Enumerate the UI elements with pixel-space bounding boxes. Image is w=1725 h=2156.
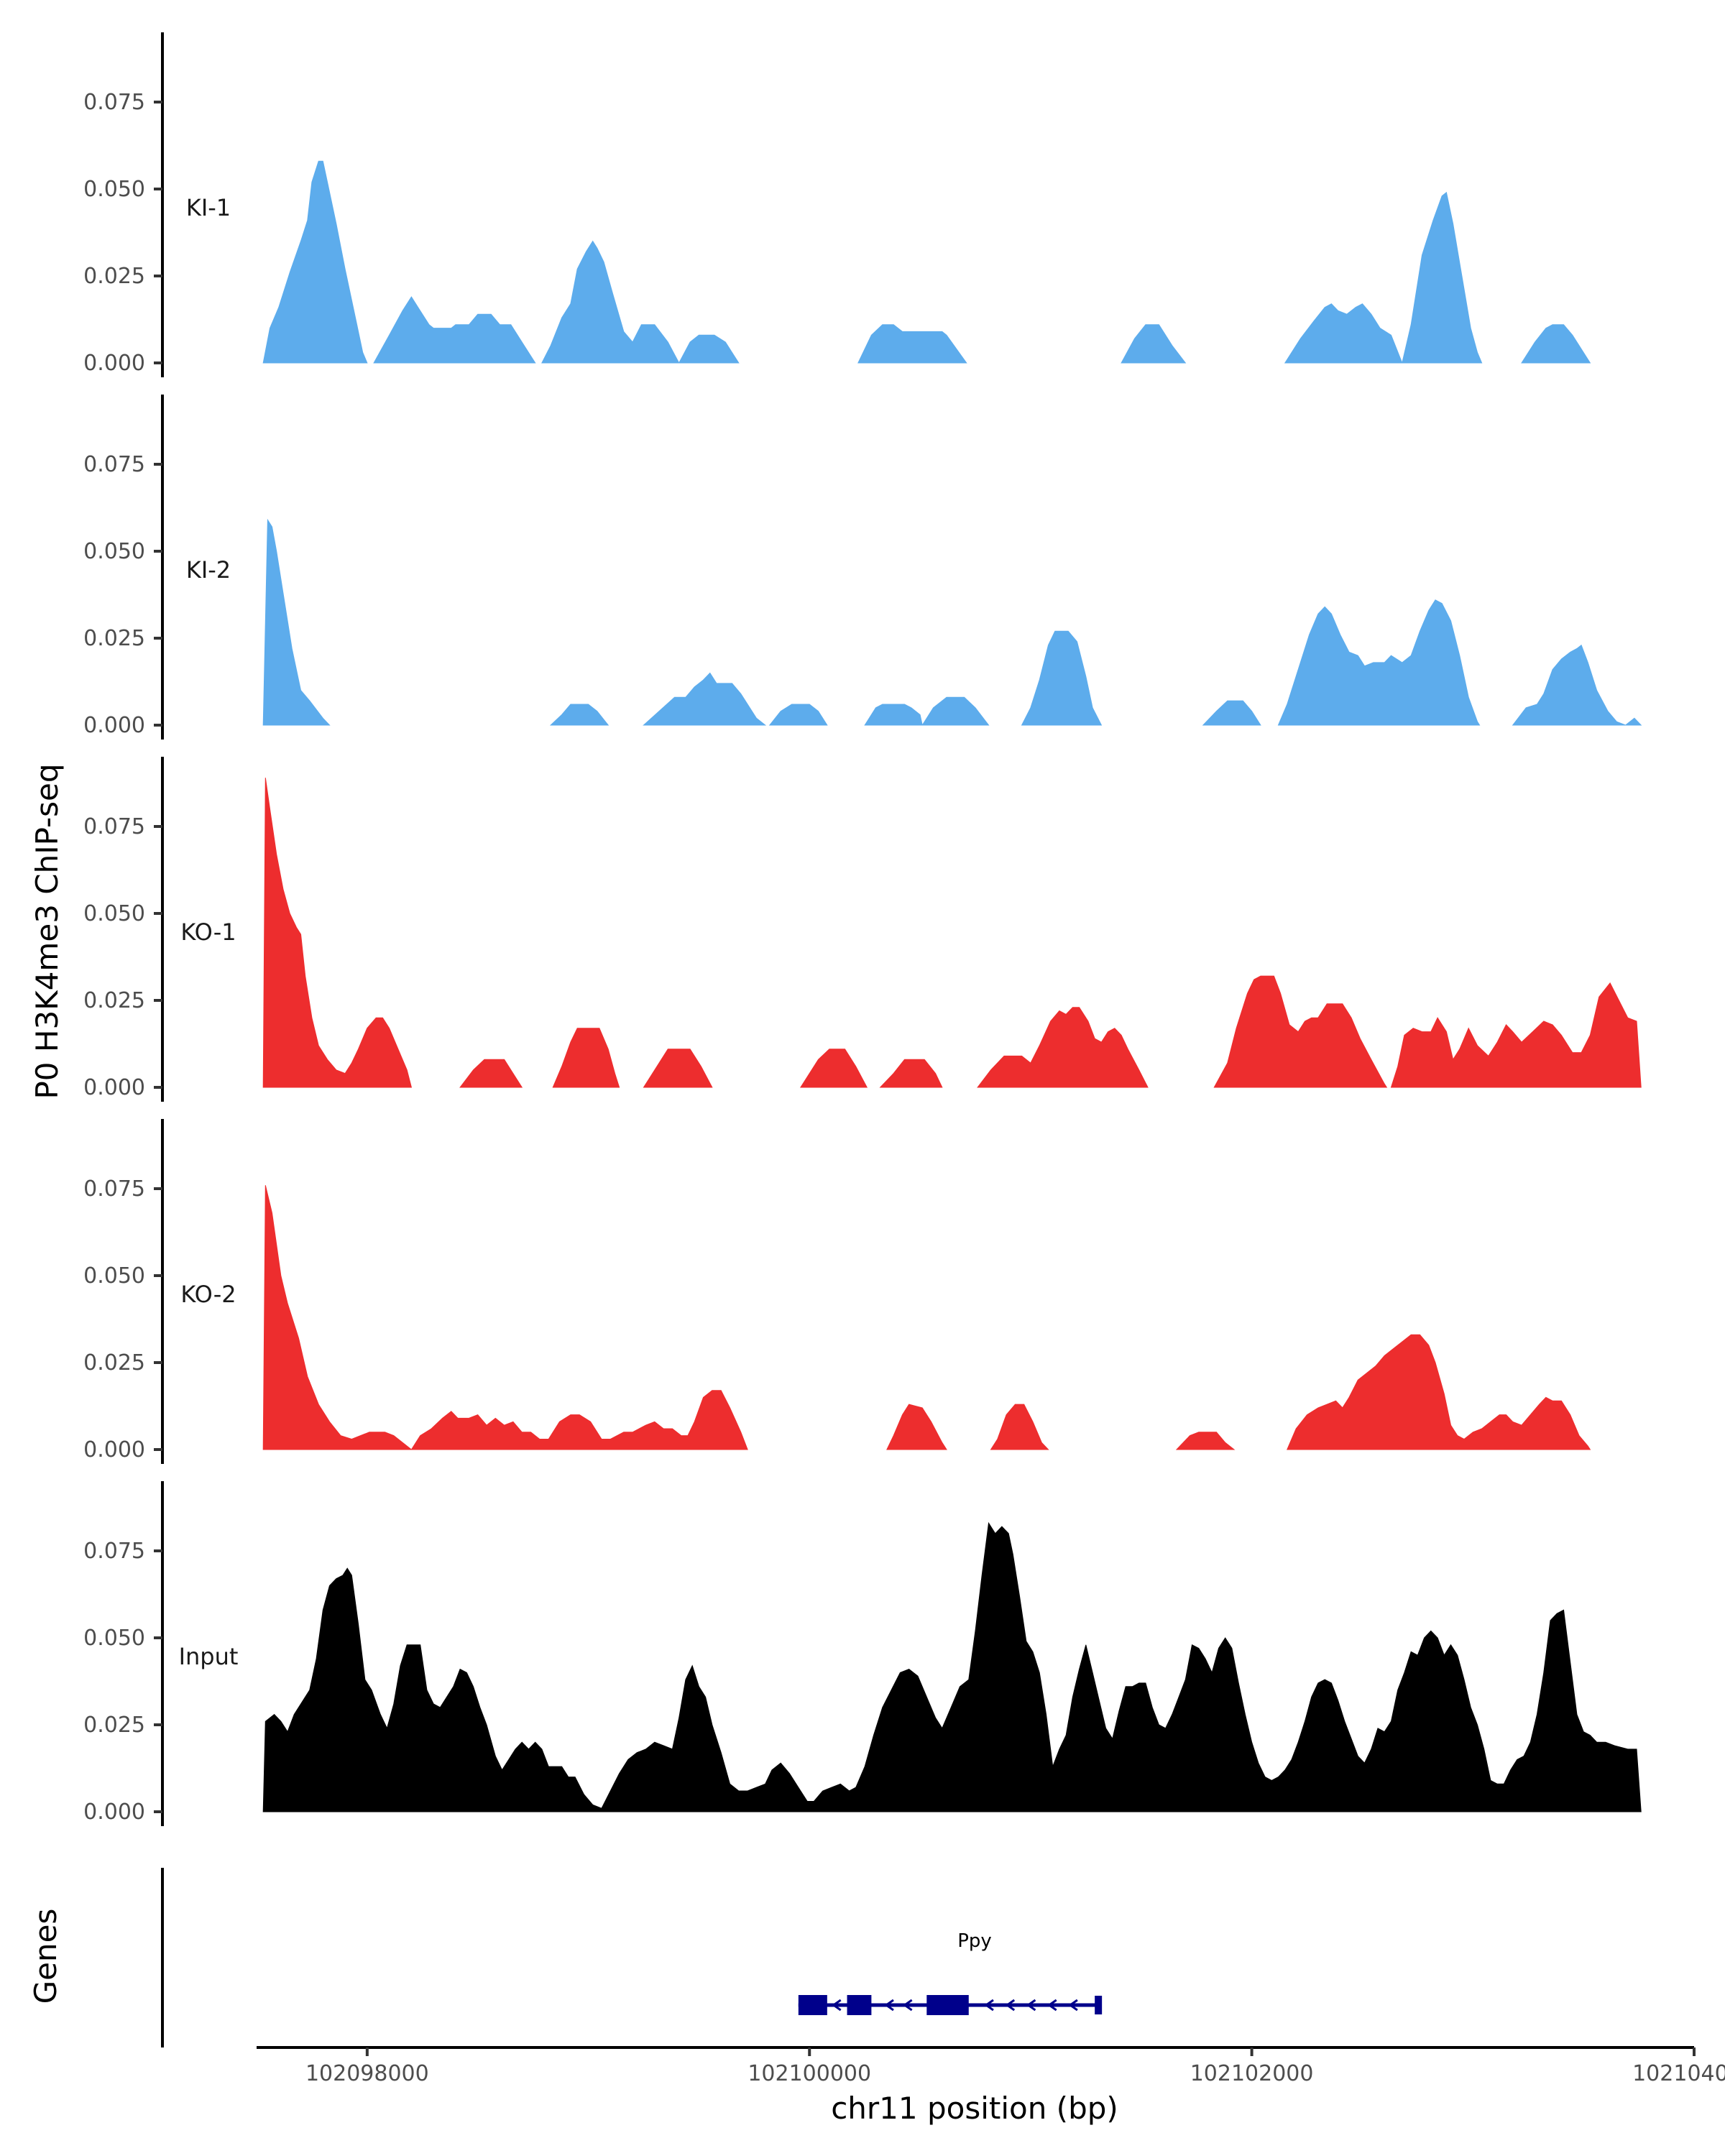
- gene-model: [798, 1995, 1103, 2015]
- track-ki-2-y-tick-label: 0.025: [83, 626, 145, 651]
- track-ki-2-label: KI-2: [186, 556, 231, 584]
- gene-strand-arrow: [1047, 1999, 1057, 2012]
- x-axis-title: chr11 position (bp): [831, 2091, 1118, 2126]
- track-ki-1-signal-area: [373, 296, 536, 364]
- track-ki-1-signal-area: [1121, 324, 1187, 364]
- gene-strand-arrow: [1068, 1999, 1078, 2012]
- tracks-area: 0.0000.0250.0500.075KI-10.0000.0250.0500…: [83, 32, 1642, 1826]
- track-ki-1-signal-area: [262, 160, 368, 364]
- track-ko-1-signal-area: [552, 1028, 620, 1088]
- track-ki-2-signal-area: [864, 704, 923, 726]
- track-ki-2-signal-area: [1277, 599, 1481, 726]
- track-ko-1-signal-area: [643, 1049, 713, 1088]
- track-ki-1-y-tick-label: 0.075: [83, 90, 145, 115]
- track-input-y-tick-label: 0.000: [83, 1800, 145, 1825]
- x-tick-label: 102098000: [305, 2061, 429, 2086]
- track-ko-2-y-tick-label: 0.000: [83, 1437, 145, 1462]
- track-ko-1-signal-area: [1390, 982, 1642, 1088]
- track-ko-2-y-tick-label: 0.025: [83, 1350, 145, 1376]
- track-ko-2: 0.000 0.025 0.050 0.075 KO-2: [83, 1119, 1591, 1464]
- track-input-y-tick-label: 0.075: [83, 1539, 145, 1564]
- track-input-y-tick-label: 0.050: [83, 1626, 145, 1651]
- genes-panel-title: Genes: [28, 1909, 63, 2004]
- track-ki-2-signal-area: [921, 696, 990, 726]
- track-ki-2-signal-area: [1624, 717, 1642, 726]
- track-ki-1-y-tick-label: 0.050: [83, 177, 145, 202]
- track-ko-2-signal-area: [1287, 1334, 1591, 1450]
- track-input-label: Input: [179, 1643, 239, 1670]
- gene-strand-arrow: [1026, 1999, 1036, 2012]
- track-ko-1-signal-area: [262, 778, 413, 1088]
- track-ko-1-label: KO-1: [180, 918, 236, 946]
- track-ki-2-signal-area: [643, 672, 767, 726]
- track-ki-2-signal-area: [262, 518, 331, 726]
- track-ko-2-signal-area: [1175, 1432, 1236, 1450]
- gene-exon: [926, 1995, 969, 2015]
- track-ki-1-signal-area: [541, 240, 680, 364]
- gene-exon: [847, 1995, 872, 2015]
- track-ki-2-signal-area: [549, 704, 610, 726]
- track-ko-2-signal-area: [990, 1404, 1049, 1450]
- track-ki-2-signal-area: [1512, 644, 1626, 726]
- track-ko-1-signal-area: [879, 1059, 943, 1088]
- track-ki-1: 0.000 0.025 0.050 0.075 KI-1: [83, 32, 1591, 377]
- track-ki-1-signal-area: [1284, 303, 1403, 364]
- track-ko-1-y-tick-label: 0.050: [83, 901, 145, 926]
- gene-strand-arrow: [1005, 1999, 1016, 2012]
- track-ko-1-signal-area: [977, 1007, 1149, 1088]
- track-ko-1-signal-area: [459, 1059, 523, 1088]
- track-input: 0.000 0.025 0.050 0.075 Input: [83, 1481, 1642, 1826]
- track-ko-2-signal-area: [410, 1390, 748, 1450]
- track-ko-1: 0.000 0.025 0.050 0.075 KO-1: [83, 757, 1642, 1102]
- track-ko-2-signal-area: [262, 1185, 413, 1450]
- track-ko-1-y-tick-label: 0.000: [83, 1075, 145, 1100]
- x-tick-label: 102100000: [748, 2061, 871, 2086]
- x-tick-label: 102104000: [1632, 2061, 1725, 2086]
- x-tick-label: 102102000: [1190, 2061, 1314, 2086]
- track-ko-2-label: KO-2: [180, 1281, 236, 1308]
- track-ki-1-y-tick-label: 0.000: [83, 351, 145, 376]
- gene-strand-arrow: [903, 1999, 913, 2012]
- track-ko-2-y-tick-label: 0.075: [83, 1176, 145, 1202]
- track-ki-1-signal-area: [1402, 191, 1483, 364]
- track-ki-2-signal-area: [1021, 630, 1103, 726]
- gene-exon: [1095, 1996, 1103, 2014]
- track-ki-2-signal-area: [768, 704, 828, 726]
- track-input-y-tick-label: 0.025: [83, 1713, 145, 1738]
- track-ki-1-signal-area: [1521, 324, 1591, 364]
- track-ko-1-y-tick-label: 0.025: [83, 988, 145, 1013]
- gene-strand-arrow: [984, 1999, 994, 2012]
- track-ki-2-y-tick-label: 0.050: [83, 539, 145, 564]
- track-ko-2-y-tick-label: 0.050: [83, 1263, 145, 1289]
- gene-label: Ppy: [957, 1930, 992, 1952]
- y-axis-title: P0 H3K4me3 ChIP-seq: [29, 763, 65, 1099]
- track-ki-2-signal-area: [1202, 700, 1261, 726]
- gene-exon: [798, 1995, 827, 2015]
- track-ko-2-signal-area: [886, 1404, 947, 1450]
- track-ki-2-y-tick-label: 0.075: [83, 452, 145, 477]
- gene-strand-arrow: [884, 1999, 894, 2012]
- track-input-signal-area: [262, 1521, 1642, 1812]
- track-ki-2: 0.000 0.025 0.050 0.075 KI-2: [83, 395, 1642, 740]
- track-ko-1-signal-area: [1213, 975, 1388, 1088]
- track-ki-1-y-tick-label: 0.025: [83, 264, 145, 289]
- x-axis: 102098000 102100000 102102000 102104000 chr…: [257, 2046, 1725, 2126]
- track-ko-1-y-tick-label: 0.075: [83, 814, 145, 839]
- track-ki-1-signal-area: [678, 334, 740, 364]
- genes-panel: Genes Ppy: [28, 1868, 1103, 2047]
- track-ki-1-signal-area: [857, 324, 967, 364]
- track-ki-2-y-tick-label: 0.000: [83, 713, 145, 738]
- track-ko-1-signal-area: [799, 1049, 868, 1088]
- track-ki-1-label: KI-1: [186, 194, 231, 221]
- gene-strand-arrow: [832, 1999, 842, 2012]
